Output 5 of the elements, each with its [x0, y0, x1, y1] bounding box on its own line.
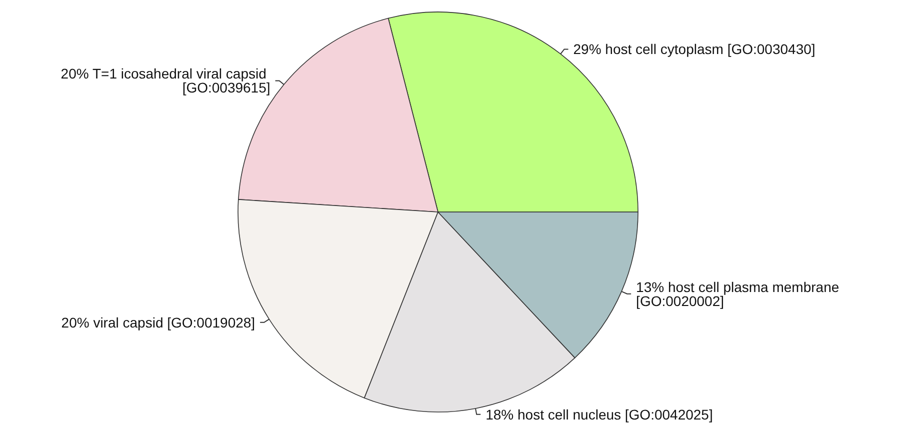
slice-label: 13% host cell plasma membrane [GO:0020002]: [636, 278, 844, 309]
slice-label: 18% host cell nucleus [GO:0042025]: [486, 406, 713, 422]
slice-label: 20% viral capsid [GO:0019028]: [61, 314, 256, 330]
slice-label: 29% host cell cytoplasm [GO:0030430]: [573, 41, 816, 58]
slice-label: 20% T=1 icosahedral viral capsid [GO:0039615]: [60, 66, 270, 96]
